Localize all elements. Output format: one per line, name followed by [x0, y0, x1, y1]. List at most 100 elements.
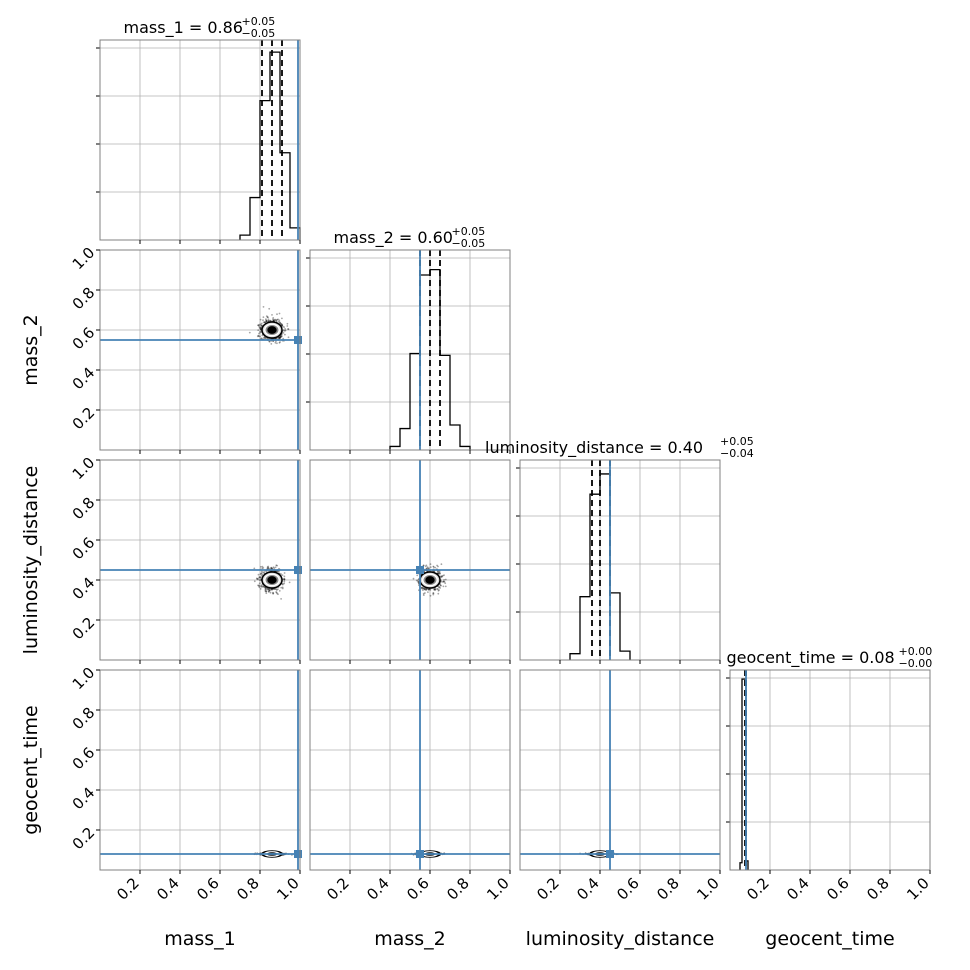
- sample-point: [269, 591, 272, 594]
- sample-point: [279, 341, 281, 343]
- sample-point: [424, 565, 427, 568]
- y-tick-label: 0.2: [69, 614, 99, 644]
- panel-frame: [99, 39, 301, 241]
- sample-point: [257, 335, 260, 338]
- sample-point: [437, 589, 440, 592]
- sample-point: [283, 575, 286, 578]
- histogram-geocent_time: [739, 678, 749, 870]
- sample-point: [260, 324, 263, 327]
- x-tick-label: 0.2: [113, 874, 143, 904]
- sample-point: [425, 588, 428, 591]
- panel-geocent_time-geocent_time: [726, 670, 931, 870]
- sample-point: [432, 593, 435, 596]
- sample-point: [278, 341, 281, 344]
- sample-point: [412, 577, 415, 580]
- sample-point: [420, 587, 423, 590]
- x-tick-label: 0.4: [363, 874, 393, 904]
- sample-point: [275, 591, 277, 593]
- sample-point: [279, 322, 282, 325]
- title-minus-error: −0.05: [242, 27, 276, 40]
- x-tick-label: 1.0: [693, 874, 723, 904]
- sample-point: [282, 329, 285, 332]
- sample-point: [259, 335, 261, 338]
- sample-point: [427, 567, 430, 569]
- sample-point: [267, 316, 269, 319]
- title-minus-error: −0.00: [899, 657, 933, 670]
- sample-point: [438, 571, 441, 573]
- sample-point: [276, 588, 279, 591]
- sample-point: [263, 336, 266, 339]
- sample-point: [260, 337, 263, 340]
- sample-point: [429, 566, 432, 568]
- sample-point: [253, 580, 256, 583]
- y-tick-label: 1.0: [69, 454, 99, 484]
- sample-point: [423, 587, 425, 590]
- sample-point: [272, 592, 274, 595]
- sample-point: [262, 567, 265, 569]
- sample-point: [281, 335, 283, 338]
- sample-point: [266, 588, 269, 591]
- sample-point: [257, 584, 259, 587]
- sample-point: [273, 318, 276, 321]
- y-tick-label: 0.4: [69, 574, 99, 604]
- sample-point: [278, 337, 281, 339]
- sample-point: [441, 574, 444, 577]
- x-axis-label-mass_2: mass_2: [374, 928, 446, 950]
- sample-point: [436, 570, 439, 573]
- x-tick-label: 0.8: [443, 874, 473, 904]
- sample-point: [276, 318, 279, 321]
- sample-point: [281, 324, 284, 327]
- sample-point: [259, 588, 262, 590]
- panel-frame: [309, 249, 511, 451]
- sample-point: [429, 594, 432, 597]
- sample-point: [425, 588, 428, 591]
- sample-point: [283, 579, 286, 581]
- sample-point: [256, 577, 259, 580]
- x-tick-label: 1.0: [483, 874, 513, 904]
- sample-point: [281, 324, 284, 327]
- sample-point: [274, 318, 277, 321]
- posterior-mass_2-luminosity_distance: [310, 460, 510, 660]
- sample-point: [272, 592, 275, 595]
- sample-point: [439, 572, 441, 575]
- x-tick-label: 0.8: [233, 874, 263, 904]
- sample-point: [260, 572, 263, 574]
- sample-point: [265, 318, 267, 321]
- diagonal-title-mass_1: mass_1 = 0.86: [124, 18, 243, 38]
- sample-point: [259, 323, 262, 326]
- sample-point: [267, 318, 270, 321]
- panel-frame: [309, 669, 511, 871]
- sample-point: [271, 314, 273, 316]
- sample-point: [270, 343, 273, 345]
- x-tick-label: 0.6: [613, 874, 643, 904]
- truth-marker: [294, 850, 302, 858]
- sample-point: [267, 320, 270, 322]
- sample-point: [283, 330, 286, 332]
- sample-point: [258, 579, 261, 582]
- sample-point: [264, 589, 267, 591]
- sample-point: [262, 585, 264, 588]
- sample-point: [276, 313, 278, 316]
- title-plus-error: +0.05: [452, 225, 486, 238]
- sample-point: [422, 592, 425, 595]
- sample-point: [259, 327, 262, 330]
- sample-point: [283, 578, 286, 581]
- x-tick-label: 0.8: [863, 874, 893, 904]
- sample-point: [286, 325, 289, 327]
- sample-point: [259, 326, 262, 329]
- sample-point: [432, 565, 435, 568]
- title-minus-error: −0.05: [452, 237, 486, 250]
- sample-point: [283, 578, 286, 580]
- sample-point: [268, 340, 271, 343]
- sample-point: [437, 592, 440, 595]
- panel-frame: [309, 459, 511, 661]
- sample-point: [437, 588, 439, 590]
- sample-point: [274, 588, 276, 590]
- sample-point: [280, 335, 282, 338]
- sample-point: [272, 319, 275, 322]
- sample-point: [422, 587, 425, 589]
- sample-point: [442, 585, 445, 588]
- sample-point: [281, 574, 284, 576]
- sample-point: [283, 580, 286, 583]
- sample-point: [257, 324, 260, 327]
